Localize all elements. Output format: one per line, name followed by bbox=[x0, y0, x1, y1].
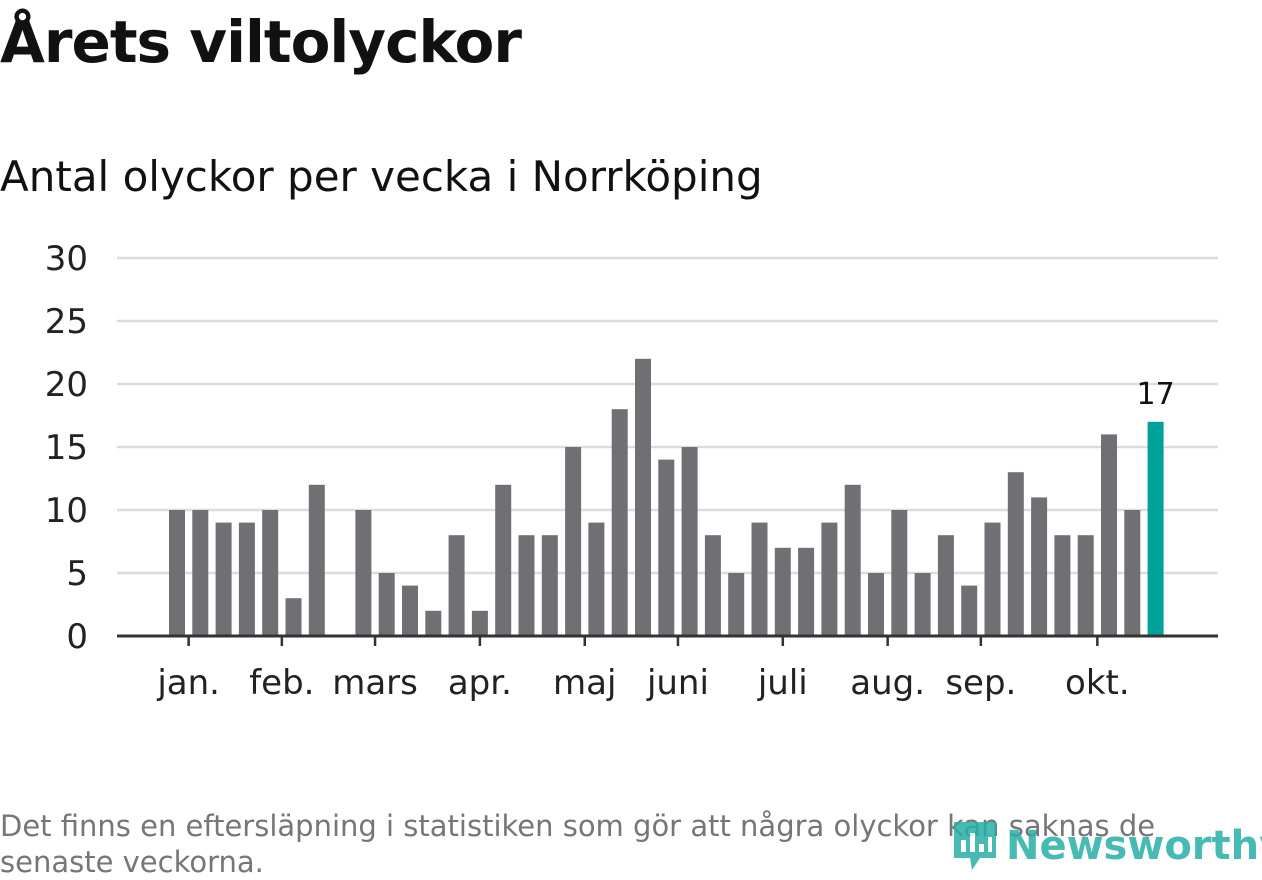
bar bbox=[658, 459, 675, 636]
x-tick-label: juni bbox=[646, 663, 709, 703]
y-tick-label: 0 bbox=[66, 617, 88, 657]
data-labels: 17 bbox=[1137, 377, 1175, 412]
bar bbox=[635, 358, 651, 636]
y-tick-label: 15 bbox=[45, 428, 88, 468]
bar bbox=[588, 522, 605, 636]
bar bbox=[565, 447, 582, 636]
bar bbox=[285, 598, 302, 636]
bar-latest-week bbox=[1147, 421, 1164, 636]
bar bbox=[1007, 472, 1024, 636]
chart-title: Årets viltolyckor bbox=[0, 8, 522, 76]
bar bbox=[169, 510, 185, 636]
bar bbox=[1031, 497, 1048, 636]
x-tick-label: apr. bbox=[448, 663, 512, 703]
bar bbox=[844, 484, 861, 636]
bar bbox=[355, 510, 372, 636]
bar bbox=[192, 510, 209, 636]
bars bbox=[169, 358, 1164, 636]
x-tick-label: juli bbox=[757, 663, 808, 703]
bar bbox=[1077, 535, 1094, 636]
bar bbox=[984, 522, 1001, 636]
x-tick-label: maj bbox=[553, 663, 616, 703]
bar bbox=[891, 510, 908, 636]
bar bbox=[518, 535, 535, 636]
y-tick-label: 30 bbox=[45, 239, 88, 279]
brand-logo[interactable]: Newsworthy bbox=[950, 818, 1262, 874]
bar bbox=[425, 610, 442, 636]
bar bbox=[961, 585, 978, 636]
bar bbox=[728, 573, 745, 636]
bar bbox=[704, 535, 721, 636]
bar bbox=[774, 547, 791, 636]
bar bbox=[611, 409, 628, 636]
chart-subtitle: Antal olyckor per vecka i Norrköping bbox=[0, 152, 763, 201]
bar bbox=[681, 447, 698, 636]
bar bbox=[914, 573, 931, 636]
x-axis-ticks: jan. feb. mars apr. maj juni juli aug. sep. okt. bbox=[117, 634, 1218, 703]
brand-name: Newsworthy bbox=[1006, 823, 1262, 869]
bar bbox=[495, 484, 512, 636]
x-tick-label: aug. bbox=[850, 663, 925, 703]
x-tick-label: mars bbox=[332, 663, 418, 703]
x-tick-label: sep. bbox=[945, 663, 1016, 703]
bar bbox=[821, 522, 838, 636]
newsworthy-logo-icon bbox=[954, 822, 996, 870]
bar bbox=[1054, 535, 1071, 636]
bar bbox=[798, 547, 815, 636]
bar bbox=[402, 585, 418, 636]
y-axis-ticks: 0 5 10 15 20 25 30 bbox=[45, 239, 88, 657]
y-tick-label: 25 bbox=[45, 302, 88, 342]
bar bbox=[937, 535, 954, 636]
bar bbox=[751, 522, 768, 636]
bar bbox=[1124, 510, 1141, 636]
bar bbox=[378, 573, 395, 636]
bar bbox=[215, 522, 232, 636]
bar bbox=[868, 573, 884, 636]
bar bbox=[541, 535, 558, 636]
bar bbox=[471, 610, 488, 636]
bar-chart: 0 5 10 15 20 25 30 jan. feb. mars apr. maj juni juli… bbox=[45, 239, 1218, 703]
data-label-latest: 17 bbox=[1137, 377, 1175, 412]
y-tick-label: 10 bbox=[45, 491, 88, 531]
bar bbox=[238, 522, 255, 636]
y-tick-label: 20 bbox=[45, 365, 88, 405]
bar bbox=[262, 510, 279, 636]
bar bbox=[1101, 434, 1117, 636]
x-tick-label: okt. bbox=[1065, 663, 1130, 703]
bar bbox=[308, 484, 325, 636]
x-tick-label: feb. bbox=[249, 663, 314, 703]
y-tick-label: 5 bbox=[66, 554, 88, 594]
x-tick-label: jan. bbox=[156, 663, 220, 703]
bar bbox=[448, 535, 465, 636]
